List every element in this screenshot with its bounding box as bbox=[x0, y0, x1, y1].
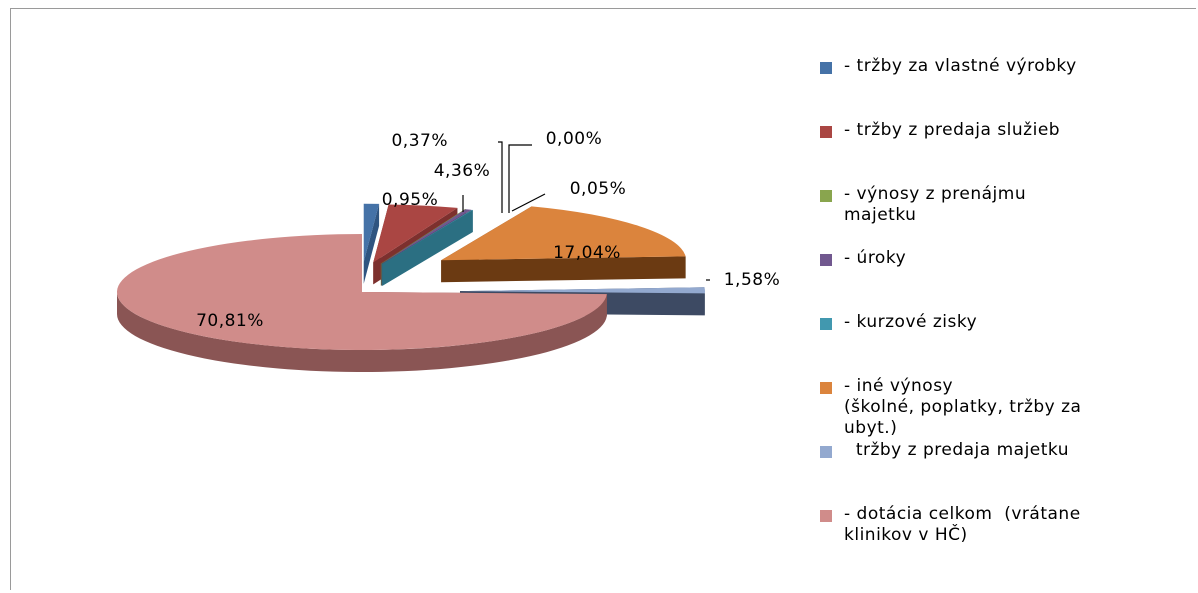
pie-slice-3-top bbox=[380, 209, 466, 264]
legend-label-3: - výnosy z prenájmu majetku bbox=[844, 184, 1027, 225]
legend-swatch-2 bbox=[820, 126, 832, 138]
pie-slice-5-top bbox=[382, 209, 473, 264]
data-label-5: 0,05% bbox=[570, 179, 627, 199]
pie-slice-8-top bbox=[116, 234, 607, 350]
pie-slice-1-wall-2 bbox=[363, 203, 380, 284]
pie-slice-5 bbox=[382, 209, 473, 286]
pie-slice-6-top bbox=[441, 206, 686, 261]
leader-line-3 bbox=[508, 144, 532, 213]
legend-label-1: - tržby za vlastné výrobky bbox=[844, 56, 1077, 76]
legend-swatch-6 bbox=[820, 382, 832, 394]
leader-line-4 bbox=[498, 141, 503, 213]
legend-label-8: - dotácia celkom (vrátane klinikov v HČ) bbox=[844, 504, 1081, 545]
legend-swatch-1 bbox=[820, 62, 832, 74]
legend-label-6: - iné výnosy (školné, poplatky, tržby za… bbox=[844, 376, 1082, 438]
legend-swatch-4 bbox=[820, 254, 832, 266]
pie-slice-7-top bbox=[459, 287, 705, 294]
legend-swatch-3 bbox=[820, 190, 832, 202]
chart-legend: - tržby za vlastné výrobky - tržby z pred… bbox=[820, 0, 1190, 593]
data-label-8: 70,81% bbox=[196, 311, 264, 331]
data-label-6: 17,04% bbox=[553, 243, 621, 263]
data-label-2: 4,36% bbox=[434, 161, 491, 181]
leader-line-5 bbox=[511, 193, 546, 212]
pie-slice-8-side bbox=[117, 292, 607, 372]
pie-slice-8 bbox=[116, 234, 607, 372]
legend-label-2: - tržby z predaja služieb bbox=[844, 120, 1061, 140]
pie-slice-2-top bbox=[373, 204, 458, 263]
legend-swatch-5 bbox=[820, 318, 832, 330]
legend-swatch-7 bbox=[820, 446, 832, 458]
chart-frame bbox=[10, 8, 1196, 590]
pie-slice-1 bbox=[363, 203, 380, 284]
pie-slice-4-top bbox=[381, 209, 472, 264]
data-label-3: 0,00% bbox=[546, 129, 603, 149]
data-label-4: 0,37% bbox=[391, 131, 448, 151]
legend-label-5: - kurzové zisky bbox=[844, 312, 978, 332]
legend-label-4: - úroky bbox=[844, 248, 907, 268]
pie-slice-6 bbox=[441, 206, 686, 283]
legend-label-7: tržby z predaja majetku bbox=[844, 440, 1070, 460]
pie-slice-6-wall-2 bbox=[441, 256, 686, 283]
data-label-1: 0,95% bbox=[382, 190, 439, 210]
data-label-7: 1,58% bbox=[724, 270, 781, 290]
pie-slice-1-top bbox=[363, 203, 380, 262]
legend-swatch-8 bbox=[820, 510, 832, 522]
pie-slice-5-wall-2 bbox=[382, 209, 473, 286]
